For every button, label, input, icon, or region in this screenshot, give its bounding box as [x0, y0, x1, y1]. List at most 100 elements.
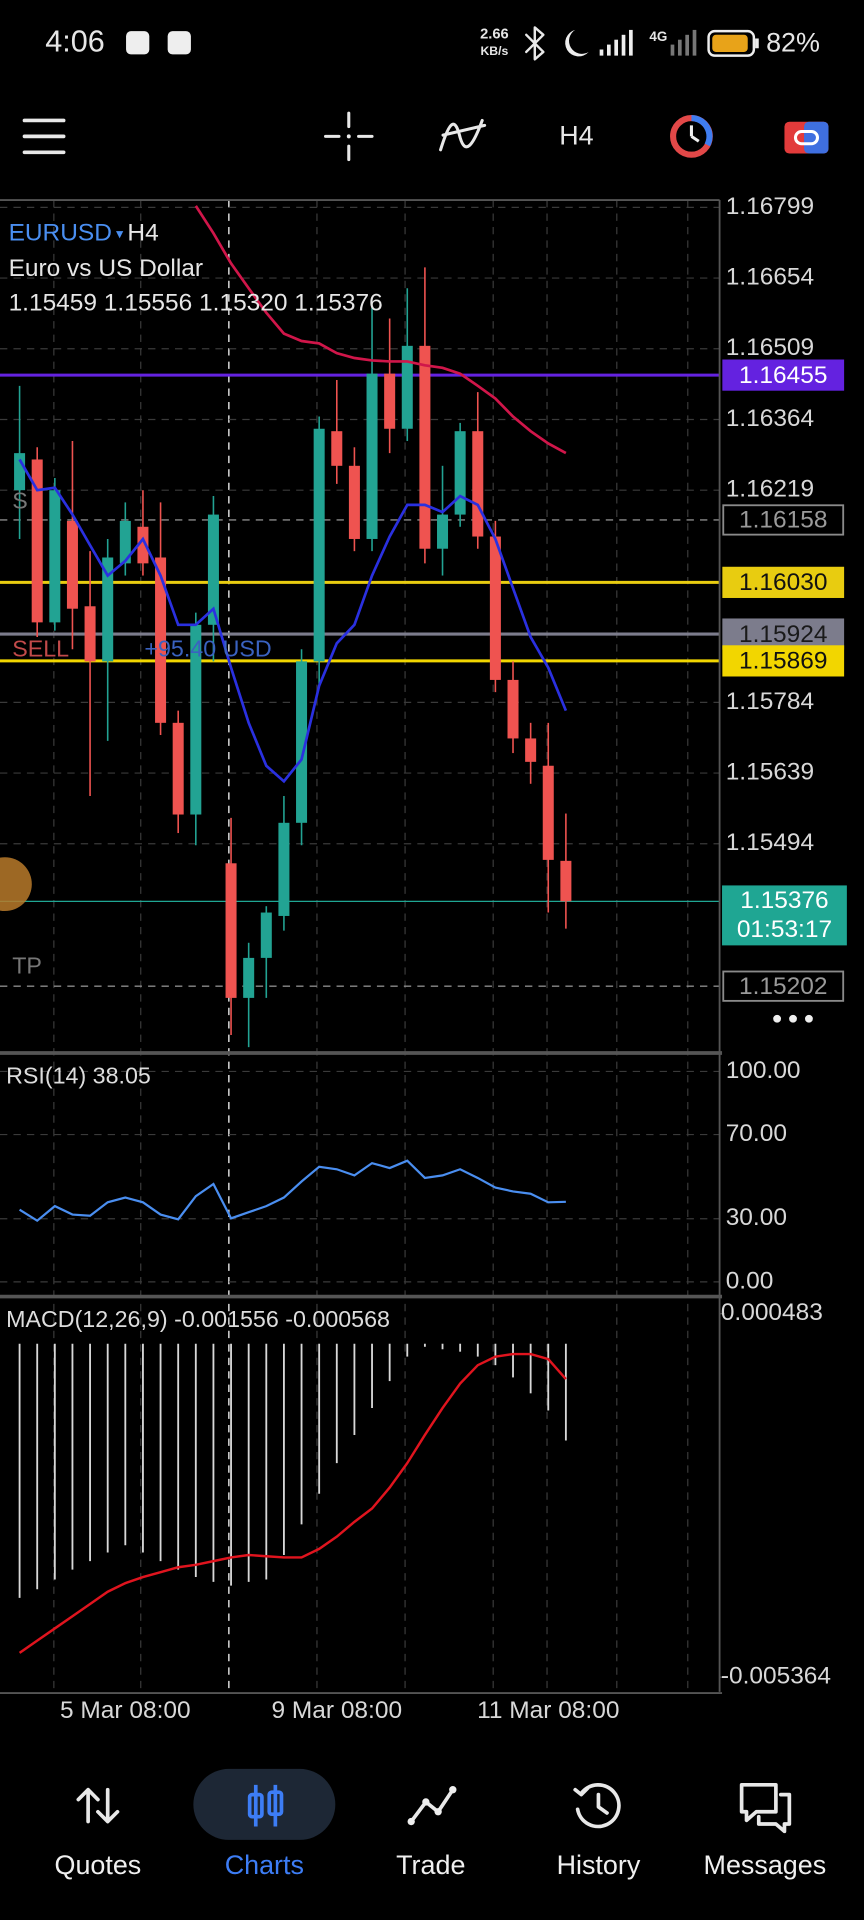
- symbol-line: EURUSD ▾ H4: [9, 220, 159, 247]
- active-tab-pill: [193, 1768, 336, 1840]
- candle-body: [525, 738, 537, 762]
- price-level-box: [722, 645, 845, 677]
- net-speed: 2.66: [480, 27, 509, 43]
- moon-icon: [565, 29, 589, 57]
- y-tick-label: -0.005364: [721, 1663, 831, 1690]
- tp-label: TP: [12, 952, 42, 978]
- current-price-label: 1.15376: [740, 887, 828, 914]
- y-tick-label: 30.00: [726, 1204, 787, 1231]
- nav-tab[interactable]: History: [557, 1850, 641, 1880]
- macd-signal: [18, 1352, 567, 1654]
- candle-body: [401, 345, 413, 429]
- y-tick-label: 1.16219: [726, 476, 814, 503]
- battery-percent: 82%: [766, 28, 820, 58]
- nav-tab[interactable]: Quotes: [55, 1850, 142, 1880]
- price-level-box: [722, 359, 845, 391]
- price-level-box: [722, 566, 845, 598]
- profit-label: +95.40 USD: [144, 636, 271, 662]
- candle-body: [489, 536, 501, 680]
- price-level-box: [722, 504, 845, 536]
- y-tick-label: 1.15784: [726, 688, 814, 715]
- charts-icon: [247, 1784, 284, 1827]
- symbol-timeframe: H4: [127, 220, 158, 247]
- signal-icon-2: [670, 29, 697, 56]
- candle-body: [384, 373, 396, 429]
- trade-button[interactable]: [784, 121, 829, 154]
- price-level-label: 1.16455: [739, 362, 827, 389]
- app-icon: [126, 31, 150, 55]
- indicators-button[interactable]: [439, 118, 487, 152]
- candle-body: [507, 679, 519, 739]
- candle-body: [190, 624, 202, 815]
- crosshair-button[interactable]: [324, 111, 374, 162]
- trade-icon: [407, 1786, 457, 1826]
- y-tick-label: 0.00: [726, 1267, 774, 1294]
- moving-average: [18, 458, 568, 784]
- candle-body: [331, 431, 343, 466]
- price-level-label: 1.16158: [739, 507, 827, 534]
- candle-body: [419, 345, 431, 549]
- nav-tab[interactable]: Messages: [704, 1850, 827, 1880]
- battery-level: [712, 34, 748, 52]
- moving-average: [194, 205, 567, 455]
- more-button[interactable]: [773, 1014, 813, 1023]
- candle-body: [313, 428, 325, 662]
- candle-body: [243, 957, 255, 998]
- candle-body: [225, 863, 237, 998]
- y-tick-label: 100.00: [726, 1057, 801, 1084]
- nav-tab[interactable]: Trade: [396, 1850, 465, 1880]
- x-tick-label: 5 Mar 08:00: [60, 1697, 191, 1724]
- candle-body: [366, 373, 378, 539]
- candle-body: [66, 520, 78, 609]
- candle-body: [119, 520, 131, 564]
- y-tick-label: 1.16364: [726, 405, 814, 432]
- candle-body: [260, 912, 272, 958]
- symbol: EURUSD: [9, 220, 112, 247]
- candle-body: [172, 722, 184, 815]
- candle-body: [472, 431, 484, 537]
- objects-button[interactable]: [670, 114, 713, 158]
- price-level-box: [722, 618, 845, 650]
- y-tick-label: 70.00: [726, 1120, 787, 1147]
- current-price-box: [722, 885, 847, 946]
- history-icon: [573, 1783, 621, 1829]
- candle-body: [542, 765, 554, 860]
- battery-icon: [707, 29, 756, 57]
- grid-layer: [0, 200, 725, 1692]
- ohlc-values: 1.15459 1.15556 1.15320 1.15376: [9, 290, 383, 317]
- rsi-title: RSI(14) 38.05: [6, 1063, 151, 1089]
- nav-tab[interactable]: Charts: [225, 1850, 304, 1880]
- candle-body: [155, 557, 167, 723]
- floating-button[interactable]: [0, 857, 32, 912]
- bluetooth-icon: [525, 26, 545, 61]
- plot-layer: [0, 205, 720, 1654]
- macd-title: MACD(12,26,9) -0.001556 -0.000568: [6, 1306, 390, 1332]
- menu-button[interactable]: [22, 118, 66, 155]
- y-tick-label: 1.16799: [726, 193, 814, 220]
- price-level-label: 1.15869: [739, 648, 827, 675]
- clock: 4:06: [45, 24, 105, 58]
- candle-body: [454, 431, 466, 515]
- quotes-icon: [76, 1787, 120, 1824]
- candle-body: [84, 606, 96, 662]
- candle-body: [31, 459, 43, 623]
- y-tick-label: 1.16509: [726, 334, 814, 361]
- price-level-box: [722, 970, 845, 1002]
- timeframe-button[interactable]: H4: [559, 121, 593, 151]
- label-layer: 1.16799 1.16654 1.16509 1.16364 1.16219 1.157…: [60, 193, 847, 1724]
- y-tick-label: 1.15639: [726, 759, 814, 786]
- signal-icon: [599, 29, 633, 56]
- candle-body: [49, 490, 61, 623]
- symbol-dropdown[interactable]: ▾: [112, 226, 128, 242]
- candle-body: [207, 514, 219, 625]
- battery-tip: [755, 38, 759, 49]
- countdown-label: 01:53:17: [737, 916, 832, 943]
- y-tick-label: 0.000483: [721, 1299, 823, 1326]
- y-tick-label: 1.15494: [726, 829, 814, 856]
- candle-body: [560, 860, 572, 902]
- candle-body: [296, 661, 308, 823]
- candle-body: [14, 453, 26, 491]
- sl-label: S: [12, 487, 28, 513]
